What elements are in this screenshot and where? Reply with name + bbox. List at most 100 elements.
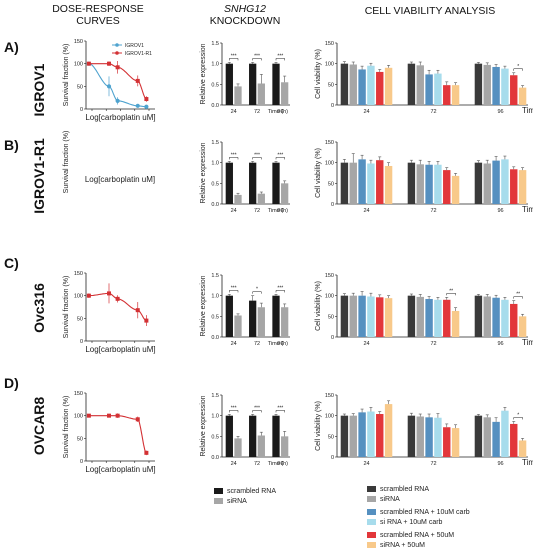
category-label: 96 (277, 109, 283, 115)
y-axis-label: Cell viability (%) (315, 281, 322, 331)
bar-C-viab-1-3 (434, 299, 442, 337)
viab-legend-label-1: siRNA (380, 496, 400, 503)
row-letter-a: A) (4, 39, 19, 55)
y-tick-label: 150 (325, 273, 334, 279)
significance-bracket (229, 290, 239, 293)
y-tick-label: 0 (331, 202, 334, 208)
data-point (115, 413, 120, 418)
bar-B-viab-0-2 (358, 159, 366, 204)
significance-bracket (229, 410, 239, 413)
bar-B-viab-0-1 (349, 162, 357, 204)
category-label: 72 (430, 461, 436, 467)
y-axis-label: Cell viability (%) (315, 49, 322, 99)
bar-C-knock-0-0 (225, 295, 233, 337)
bar-C-viab-0-3 (367, 296, 375, 337)
bar-A-viab-2-1 (483, 64, 491, 105)
data-point (107, 291, 111, 296)
bar-C-viab-1-4 (443, 299, 451, 337)
category-label: 96 (497, 341, 503, 347)
y-tick-label: 50 (328, 434, 334, 440)
y-tick-label: 0.0 (211, 202, 219, 208)
bar-A-viab-1-2 (425, 74, 433, 105)
bar-B-viab-2-5 (518, 170, 527, 204)
bar-A-knock-1-1 (257, 83, 265, 105)
viab-legend-label-2: scrambled RNA + 10uM carb (380, 509, 470, 516)
significance-bracket (513, 68, 523, 71)
significance-label: * (517, 412, 519, 418)
x-axis-label: Time (h) (522, 458, 533, 467)
y-tick-label: 50 (328, 314, 334, 320)
category-label: 72 (254, 341, 260, 347)
data-point (115, 98, 120, 103)
bar-B-knock-0-1 (234, 194, 242, 204)
bar-A-knock-2-0 (272, 63, 280, 105)
bar-D-knock-0-0 (225, 415, 233, 457)
significance-bracket (252, 291, 262, 294)
significance-bracket (275, 410, 285, 413)
data-point (86, 413, 91, 418)
bar-chart-A-knock: 0.0 0.5 1.0 1.5 Relative expression 24 *** 72 **… (200, 41, 290, 115)
header-dose-line1: DOSE-RESPONSE (52, 3, 144, 15)
category-label: 96 (277, 341, 283, 347)
bar-B-viab-0-0 (340, 162, 349, 204)
bar-A-viab-1-4 (443, 85, 451, 105)
y-tick-label: 50 (77, 84, 83, 90)
bar-D-knock-0-1 (234, 438, 242, 457)
bar-A-viab-2-0 (474, 63, 483, 105)
category-label: 72 (430, 109, 436, 115)
bar-C-viab-2-0 (474, 295, 483, 337)
y-tick-label: 150 (325, 41, 334, 47)
y-tick-label: 100 (74, 62, 83, 68)
y-tick-label: 150 (325, 140, 334, 146)
bar-D-knock-2-1 (281, 436, 289, 457)
y-tick-label: 100 (325, 294, 334, 300)
row-cell-d: OVCAR8 (31, 397, 47, 456)
bar-D-knock-1-1 (257, 435, 265, 457)
data-point (115, 65, 120, 70)
bar-C-viab-0-4 (376, 297, 384, 337)
legend-label: IGROV1-R1 (125, 51, 152, 57)
y-tick-label: 0.5 (211, 181, 219, 187)
viab-legend-swatch-0 (367, 486, 376, 492)
knock-legend-label-1: siRNA (227, 498, 247, 505)
y-axis-label: Survival fraction (%) (63, 396, 70, 459)
bar-chart-B-knock: 0.0 0.5 1.0 1.5 Relative expression 24 *** 72 **… (200, 140, 290, 214)
bar-chart-D-knock: 0.0 0.5 1.0 1.5 Relative expression 24 *** 72 **… (200, 393, 290, 467)
significance-bracket (252, 157, 262, 160)
bar-B-knock-1-1 (257, 193, 265, 204)
bar-B-knock-1-0 (249, 162, 257, 204)
significance-label: *** (277, 405, 283, 411)
bar-B-viab-1-5 (451, 175, 460, 204)
bar-C-viab-2-3 (501, 299, 509, 337)
significance-label: * (256, 287, 258, 293)
y-tick-label: 0 (331, 455, 334, 461)
data-point (135, 417, 140, 422)
charts-layer: 0 50 100 150 Survival fraction (%) Log[carbop… (63, 39, 533, 474)
bar-A-knock-0-1 (234, 86, 242, 105)
bar-D-viab-1-5 (451, 428, 460, 457)
y-tick-label: 0.0 (211, 335, 219, 341)
y-axis-label: Survival fraction (%) (63, 276, 70, 339)
significance-label: *** (277, 152, 283, 158)
y-axis-label: Cell viability (%) (315, 148, 322, 198)
bar-B-knock-2-1 (281, 183, 289, 204)
bar-B-viab-2-1 (483, 163, 491, 204)
header-knock-line2: KNOCKDOWN (210, 15, 281, 27)
data-point (86, 293, 91, 298)
bar-B-viab-0-3 (367, 163, 375, 204)
bar-C-viab-1-1 (416, 296, 424, 337)
x-axis-label: Time (h) (268, 208, 288, 214)
bar-A-viab-0-2 (358, 69, 366, 105)
bar-D-knock-1-0 (249, 415, 257, 457)
bar-C-knock-2-0 (272, 295, 280, 337)
data-point (107, 413, 111, 418)
viab-legend-label-4: scrambled RNA + 50uM (380, 532, 454, 539)
significance-label: *** (254, 405, 260, 411)
category-label: 96 (497, 461, 503, 467)
bar-A-viab-2-5 (518, 87, 527, 105)
significance-label: *** (231, 53, 237, 59)
category-label: 24 (231, 208, 237, 214)
y-tick-label: 0.0 (211, 455, 219, 461)
